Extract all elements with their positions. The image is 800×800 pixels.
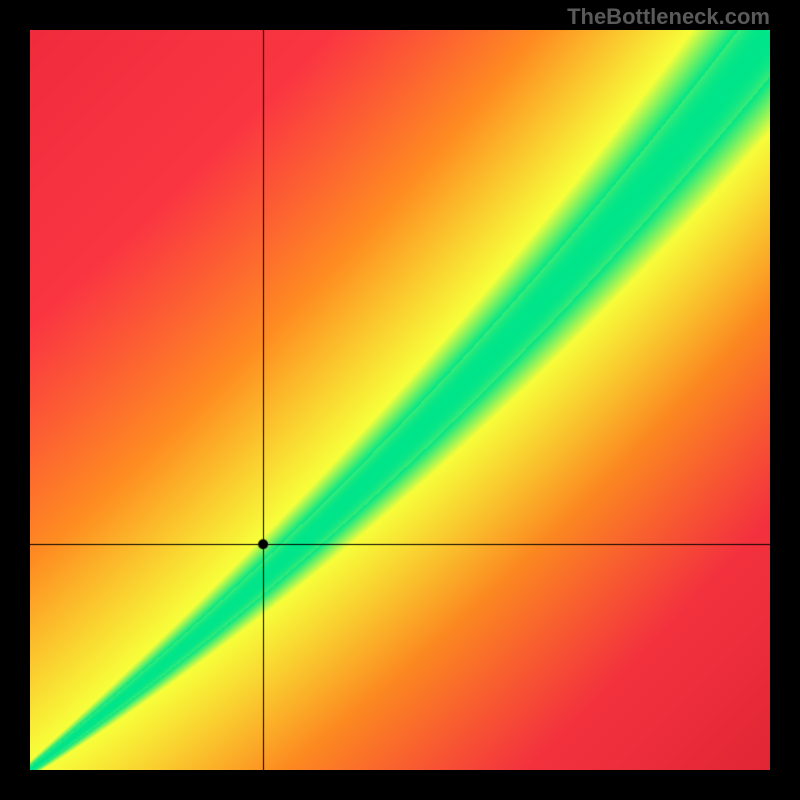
chart-container: TheBottleneck.com xyxy=(0,0,800,800)
watermark-text: TheBottleneck.com xyxy=(567,4,770,30)
bottleneck-heatmap xyxy=(30,30,770,770)
